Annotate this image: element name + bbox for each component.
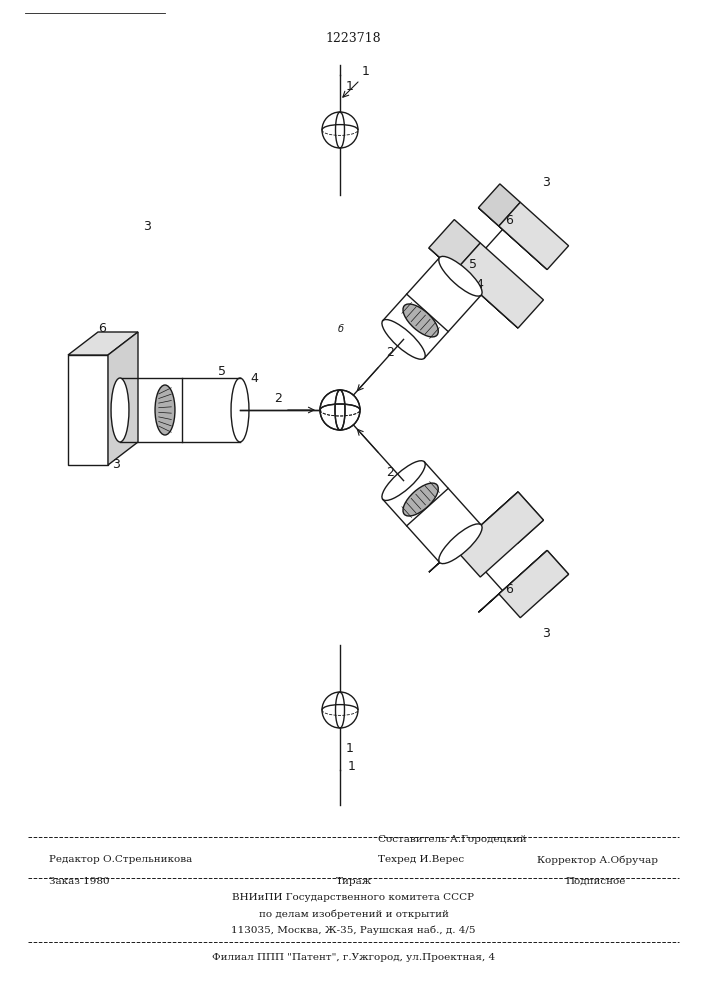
Polygon shape — [499, 202, 568, 270]
Ellipse shape — [439, 256, 482, 296]
Polygon shape — [455, 492, 544, 577]
Text: 4: 4 — [465, 528, 473, 541]
Polygon shape — [68, 332, 138, 355]
Ellipse shape — [155, 385, 175, 435]
Ellipse shape — [403, 304, 438, 337]
Text: 1: 1 — [346, 742, 354, 755]
Polygon shape — [429, 220, 480, 271]
Text: 113035, Москва, Ж-35, Раушская наб., д. 4/5: 113035, Москва, Ж-35, Раушская наб., д. … — [231, 925, 476, 935]
Text: Заказ 1980: Заказ 1980 — [49, 876, 110, 886]
Polygon shape — [492, 492, 544, 544]
Text: 4: 4 — [475, 278, 483, 291]
Text: 3: 3 — [542, 627, 550, 640]
Text: 3: 3 — [143, 220, 151, 233]
Text: 6: 6 — [506, 583, 513, 596]
Text: Тираж: Тираж — [335, 876, 372, 886]
Ellipse shape — [439, 524, 482, 564]
Text: Филиал ППП "Патент", г.Ужгород, ул.Проектная, 4: Филиал ППП "Патент", г.Ужгород, ул.Проек… — [212, 954, 495, 962]
Polygon shape — [479, 184, 520, 226]
Text: Подписное: Подписное — [566, 876, 626, 886]
Polygon shape — [455, 243, 544, 328]
Polygon shape — [499, 550, 568, 618]
Text: 5: 5 — [469, 258, 477, 271]
Text: 5: 5 — [218, 365, 226, 378]
Text: Техред И.Верес: Техред И.Верес — [378, 856, 464, 864]
Ellipse shape — [403, 483, 438, 516]
Polygon shape — [429, 248, 518, 328]
Text: 4: 4 — [250, 372, 258, 385]
Text: 2: 2 — [274, 392, 282, 405]
Text: 2: 2 — [387, 466, 395, 479]
Polygon shape — [479, 208, 547, 270]
Text: 3: 3 — [542, 176, 550, 189]
Polygon shape — [68, 355, 108, 465]
Text: Корректор А.Обручар: Корректор А.Обручар — [537, 855, 658, 865]
Text: б: б — [338, 324, 344, 334]
Text: 1: 1 — [346, 80, 354, 93]
Text: 1: 1 — [348, 760, 356, 773]
Text: 1223718: 1223718 — [325, 31, 381, 44]
Polygon shape — [479, 550, 547, 612]
Text: по делам изобретений и открытий: по делам изобретений и открытий — [259, 909, 448, 919]
Ellipse shape — [111, 378, 129, 442]
Text: 6: 6 — [506, 214, 513, 227]
Text: Составитель А.Городецкий: Составитель А.Городецкий — [378, 836, 527, 844]
Polygon shape — [527, 550, 568, 593]
Text: 3: 3 — [112, 458, 120, 471]
Text: 2: 2 — [387, 346, 395, 359]
Text: ВНИиПИ Государственного комитета СССР: ВНИиПИ Государственного комитета СССР — [233, 894, 474, 902]
Text: Редактор О.Стрельникова: Редактор О.Стрельникова — [49, 856, 193, 864]
Polygon shape — [429, 492, 518, 572]
Text: 6: 6 — [98, 322, 106, 335]
Text: 1: 1 — [362, 65, 370, 78]
Polygon shape — [108, 332, 138, 465]
